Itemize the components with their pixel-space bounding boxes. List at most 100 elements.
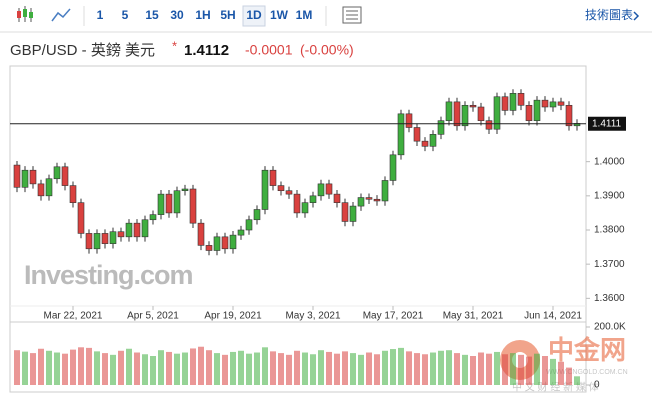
volume-bar: [326, 351, 332, 385]
volume-bar: [38, 348, 44, 385]
candle-body: [549, 101, 557, 108]
candle-body: [237, 229, 245, 236]
y-tick-label: 1.3800: [594, 225, 625, 236]
volume-bar: [350, 353, 356, 385]
x-tick-label: Apr 5, 2021: [127, 311, 179, 322]
volume-bar: [318, 350, 324, 385]
interval-button[interactable]: 1D: [246, 8, 262, 22]
candle-body: [277, 185, 285, 192]
volume-bar: [86, 347, 92, 385]
technical-chart-link[interactable]: 技術圖表: [585, 8, 633, 22]
last-price-label: 1.4111: [592, 118, 622, 129]
volume-bar: [342, 351, 348, 385]
volume-bar: [430, 352, 436, 385]
last-price-tag: [588, 116, 626, 131]
candle-body: [261, 169, 269, 210]
candle-body: [85, 233, 93, 250]
candle-body: [525, 104, 533, 121]
x-tick-label: Jun 14, 2021: [524, 311, 582, 322]
candle-body: [165, 193, 173, 214]
candle-body: [69, 185, 77, 203]
candle-body: [205, 245, 213, 251]
candle-body: [381, 180, 389, 202]
volume-bar: [550, 358, 556, 385]
interval-button[interactable]: 5H: [220, 8, 235, 22]
candle-body: [357, 197, 365, 207]
candle-body: [293, 193, 301, 214]
candle-body: [437, 120, 445, 135]
candle-body: [485, 120, 493, 130]
volume-bar: [526, 356, 532, 385]
volume-bar: [238, 350, 244, 385]
volume-bar: [358, 354, 364, 385]
candle-body: [445, 101, 453, 121]
volume-bar: [166, 351, 172, 385]
candle-body: [429, 134, 437, 147]
candle-body: [269, 169, 277, 186]
volume-bar: [14, 350, 20, 385]
candle-body: [477, 106, 485, 121]
line-icon[interactable]: [51, 8, 71, 22]
candle-body: [285, 190, 293, 195]
y-tick-label: 1.4000: [594, 156, 625, 167]
interval-button[interactable]: 15: [145, 8, 159, 22]
interval-button[interactable]: 5: [122, 8, 129, 22]
candle-body: [317, 183, 325, 197]
y-tick-label: 1.3700: [594, 259, 625, 270]
volume-bar: [198, 346, 204, 385]
x-tick-label: Mar 22, 2021: [44, 311, 103, 322]
volume-bar: [270, 351, 276, 385]
volume-bar: [278, 353, 284, 385]
candle-body: [557, 101, 565, 106]
x-tick-label: May 3, 2021: [285, 311, 340, 322]
volume-bar: [382, 350, 388, 385]
selected-box: [242, 5, 266, 27]
interval-button[interactable]: 1M: [296, 8, 313, 22]
volume-bar: [422, 354, 428, 385]
volume-bar: [174, 353, 180, 385]
volume-tick-label: 200.0K: [594, 322, 626, 333]
interval-button[interactable]: 1W: [270, 8, 289, 22]
price: 1.4112: [184, 42, 229, 59]
volume-bar: [438, 350, 444, 385]
candle-body: [141, 219, 149, 238]
volume-bar: [470, 356, 476, 385]
volume-bar: [78, 347, 84, 385]
volume-bar: [62, 353, 68, 385]
volume-bar: [366, 352, 372, 385]
volume-bar: [246, 353, 252, 385]
volume-bar: [414, 353, 420, 385]
candle-body: [405, 113, 413, 128]
candle-body: [333, 193, 341, 203]
candle-body: [229, 234, 237, 250]
volume-bar: [510, 353, 516, 385]
interval-button[interactable]: 1: [97, 8, 104, 22]
change-pct: (-0.00%): [300, 42, 354, 58]
volume-bar: [334, 353, 340, 385]
volume-bar: [478, 352, 484, 385]
candle-body: [397, 113, 405, 156]
candle-body: [101, 233, 109, 244]
candle-body: [533, 99, 541, 121]
volume-bar: [158, 350, 164, 385]
interval-button[interactable]: 1H: [195, 8, 210, 22]
candle-body: [325, 183, 333, 195]
candle-body: [213, 236, 221, 251]
y-tick-label: 1.3900: [594, 190, 625, 201]
settings-icon[interactable]: [342, 6, 362, 24]
candle-body: [453, 101, 461, 127]
interval-button[interactable]: 30: [170, 8, 184, 22]
volume-bar: [134, 352, 140, 385]
candle-body: [373, 198, 381, 202]
chevron[interactable]: [633, 11, 640, 21]
volume-bar: [22, 351, 28, 385]
candle-body: [389, 154, 397, 181]
candle-body: [469, 104, 477, 108]
candle-body: [309, 195, 317, 203]
volume-bar: [230, 351, 236, 385]
candle-body: [157, 193, 165, 215]
candle-icon[interactable]: [17, 6, 33, 22]
volume-bar: [182, 352, 188, 385]
candle-body: [565, 104, 573, 127]
candle-body: [13, 164, 21, 188]
